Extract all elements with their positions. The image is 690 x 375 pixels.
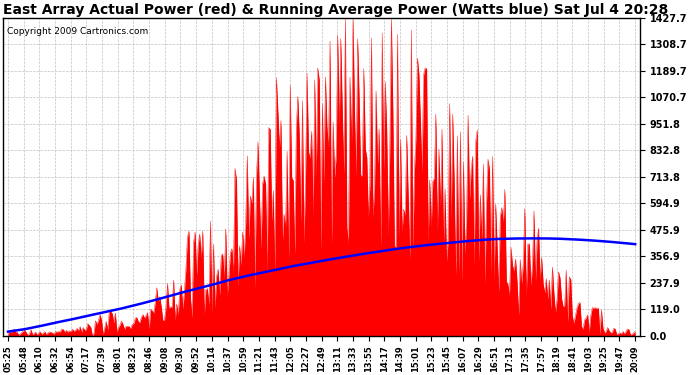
Text: East Array Actual Power (red) & Running Average Power (Watts blue) Sat Jul 4 20:: East Array Actual Power (red) & Running …: [3, 3, 669, 17]
Text: Copyright 2009 Cartronics.com: Copyright 2009 Cartronics.com: [6, 27, 148, 36]
